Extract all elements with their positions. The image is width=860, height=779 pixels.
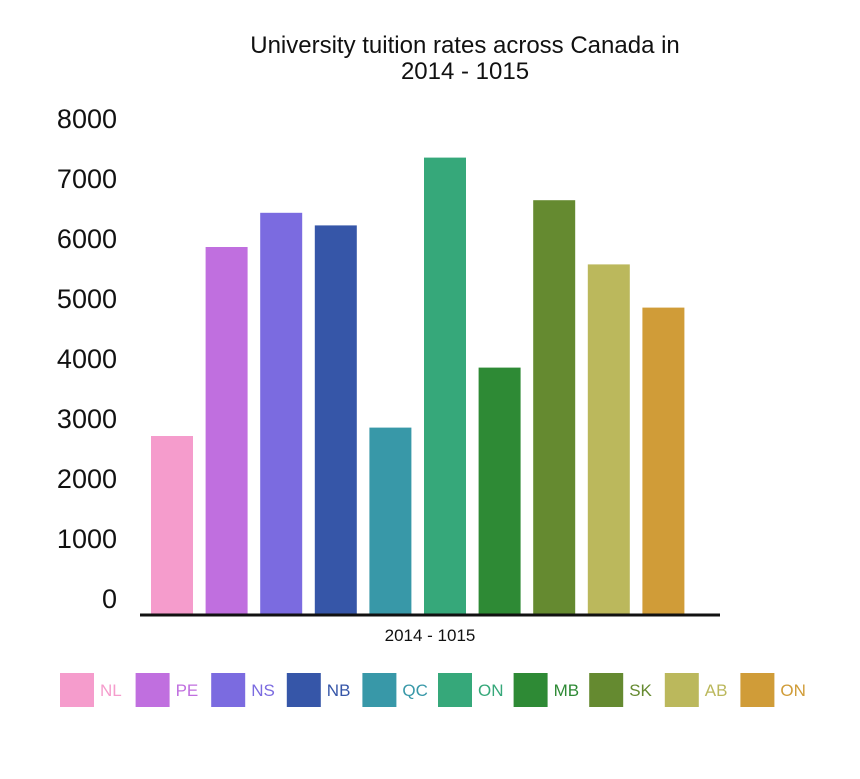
- chart-title: University tuition rates across Canada i…: [250, 32, 680, 85]
- legend-item: NS: [211, 673, 275, 707]
- legend-item: NL: [60, 673, 122, 707]
- legend-label: NL: [100, 681, 122, 700]
- legend-label: ON: [478, 681, 504, 700]
- legend-item: MB: [513, 673, 580, 707]
- x-category-label: 2014 - 1015: [385, 626, 476, 645]
- bar-on-9: [642, 307, 685, 614]
- bar-ns-2: [260, 212, 303, 615]
- legend-item: QC: [362, 673, 428, 707]
- legend-label: QC: [402, 681, 428, 700]
- bar-qc-4: [369, 427, 412, 614]
- legend-item: AB: [664, 673, 728, 707]
- legend-label: ON: [780, 681, 806, 700]
- legend-item: SK: [589, 673, 653, 707]
- legend-label: MB: [554, 681, 580, 700]
- chart-title-line-2: 2014 - 1015: [401, 58, 529, 85]
- y-tick-label: 0: [102, 584, 117, 614]
- legend-swatch: [286, 673, 321, 707]
- legend-label: NS: [251, 681, 275, 700]
- y-tick-label: 7000: [57, 164, 117, 194]
- legend-swatch: [513, 673, 548, 707]
- y-axis-tick-labels: 8000 7000 6000 5000 4000 3000 2000 1000 0: [57, 104, 117, 614]
- y-tick-label: 5000: [57, 284, 117, 314]
- bar-mb-6: [478, 367, 521, 614]
- legend-swatch: [589, 673, 624, 707]
- legend-swatch: [664, 673, 699, 707]
- legend-item: ON: [438, 673, 504, 707]
- bar-on-5: [424, 157, 466, 614]
- bar-nb-3: [314, 225, 357, 614]
- legend-label: SK: [629, 681, 652, 700]
- y-tick-label: 2000: [57, 464, 117, 494]
- legend-label: AB: [705, 681, 728, 700]
- legend-item: PE: [135, 673, 199, 707]
- legend-swatch: [740, 673, 775, 707]
- bar-sk-7: [533, 200, 576, 614]
- legend-swatch: [362, 673, 397, 707]
- y-tick-label: 6000: [57, 224, 117, 254]
- bar-pe-1: [205, 247, 248, 614]
- legend-item: NB: [286, 673, 351, 707]
- legend-swatch: [60, 673, 94, 707]
- legend-swatch: [211, 673, 246, 707]
- legend-swatch: [438, 673, 472, 707]
- y-tick-label: 1000: [57, 524, 117, 554]
- chart-title-line-1: University tuition rates across Canada i…: [250, 32, 680, 59]
- bar-ab-8: [587, 264, 630, 614]
- bar-nl-0: [151, 436, 193, 614]
- legend: NL PE NS NB QC ON MB SK AB ON: [60, 673, 806, 707]
- y-tick-label: 8000: [57, 104, 117, 134]
- legend-swatch: [135, 673, 170, 707]
- legend-label: PE: [176, 681, 199, 700]
- bars: [151, 157, 685, 615]
- y-tick-label: 3000: [57, 404, 117, 434]
- legend-item: ON: [740, 673, 806, 707]
- y-tick-label: 4000: [57, 344, 117, 374]
- legend-label: NB: [327, 681, 351, 700]
